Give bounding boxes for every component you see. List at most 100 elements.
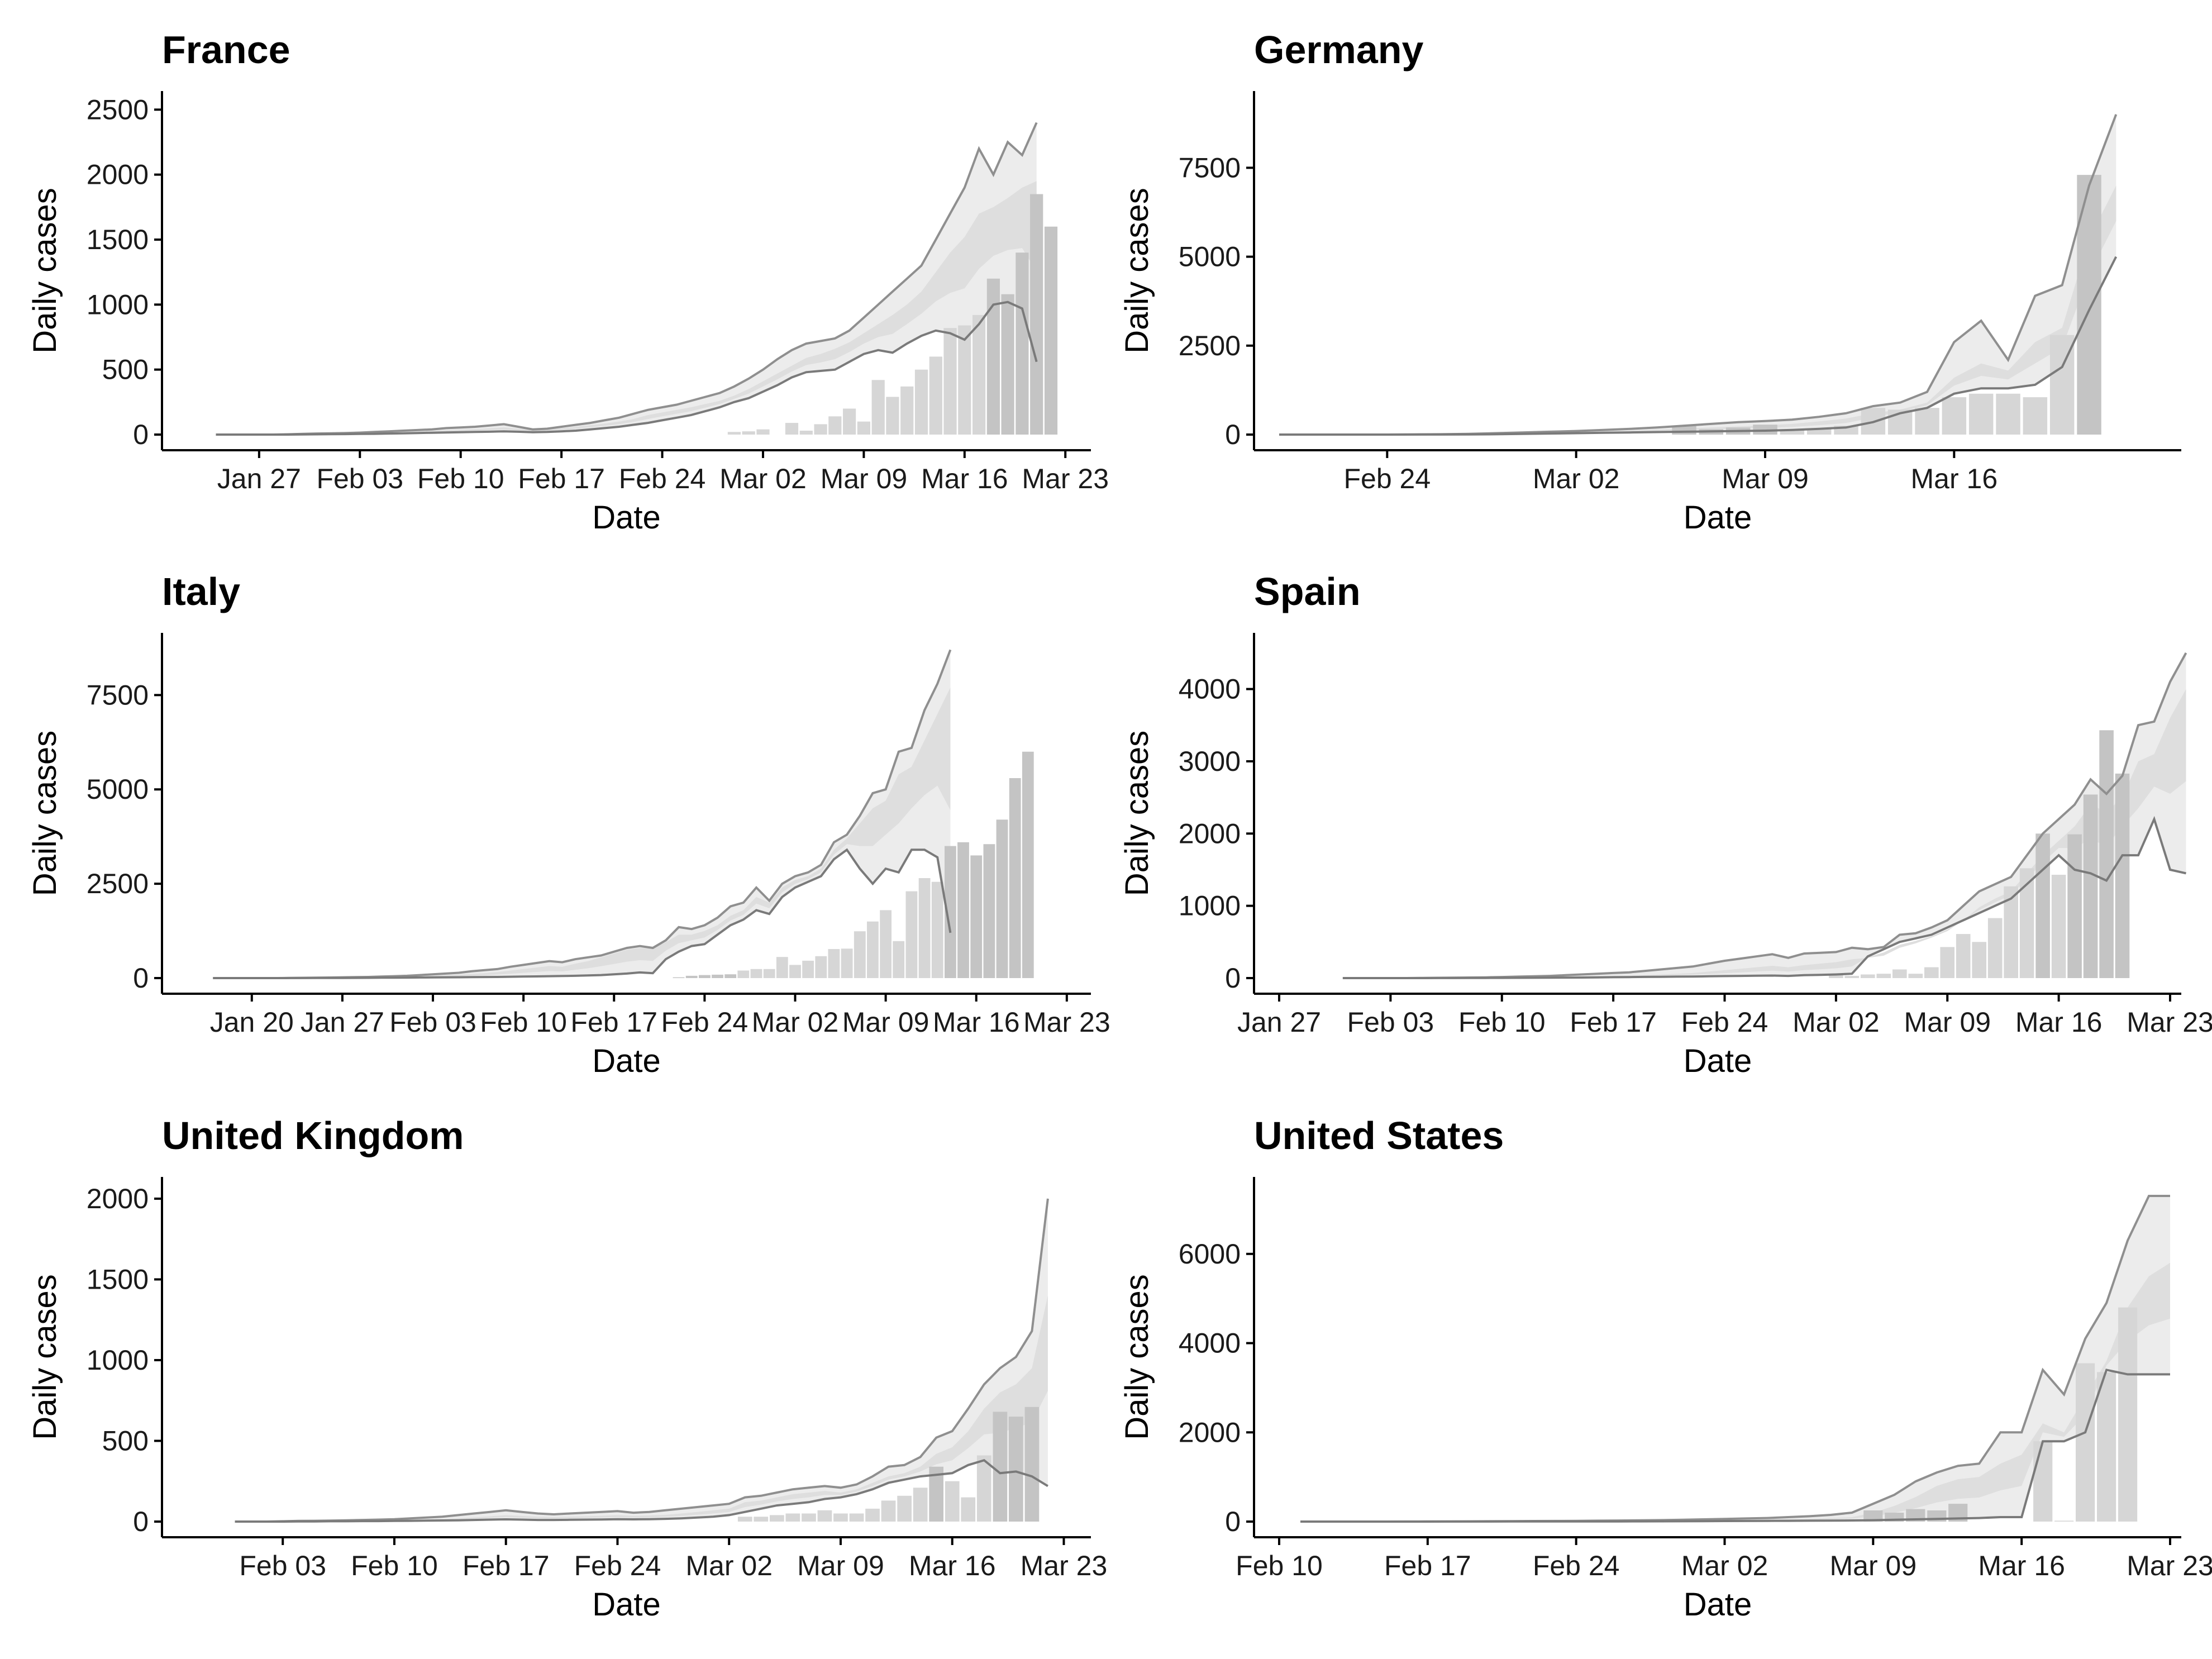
bar xyxy=(897,1495,912,1522)
bar xyxy=(1024,1407,1040,1522)
y-tick-label: 2500 xyxy=(1179,330,1241,361)
bar xyxy=(871,380,885,435)
bar xyxy=(727,432,741,435)
x-tick-label: Mar 23 xyxy=(1022,463,1109,494)
y-tick-label: 6000 xyxy=(1179,1238,1241,1270)
panel-germany: Germany 0 2500 5000 7500 Feb 24 Mar 02 Mar 09 Ma… xyxy=(1119,28,2181,536)
bar xyxy=(983,844,995,978)
bar xyxy=(1844,976,1860,978)
x-tick-label: Mar 09 xyxy=(842,1007,929,1038)
bar xyxy=(914,369,928,435)
band-inner xyxy=(235,1295,1048,1522)
bar xyxy=(754,1517,769,1522)
bar xyxy=(1968,393,1994,435)
y-tick-label: 3000 xyxy=(1179,746,1241,777)
y-tick-label: 5000 xyxy=(87,774,149,805)
x-tick-label: Mar 09 xyxy=(797,1550,884,1581)
panel-title: Spain xyxy=(1254,570,1361,613)
panel-title: Italy xyxy=(162,570,240,613)
bar xyxy=(2019,868,2034,978)
bar xyxy=(918,878,931,978)
panel-france: France 0 500 1000 1500 2000 2500 Jan 27 Feb 03 Fe… xyxy=(27,28,1109,536)
x-tick-label: Mar 02 xyxy=(719,463,807,494)
y-tick-label: 1000 xyxy=(87,1345,149,1376)
bar xyxy=(828,949,840,978)
bar xyxy=(986,278,1000,435)
bar xyxy=(913,1488,928,1522)
y-tick-label: 0 xyxy=(133,962,149,994)
bar xyxy=(931,881,943,978)
bar xyxy=(770,1515,784,1522)
upper-line xyxy=(213,649,952,979)
y-axis-title: Daily cases xyxy=(27,188,63,354)
x-tick-label: Feb 10 xyxy=(480,1007,567,1038)
bar xyxy=(2054,1520,2074,1522)
bar xyxy=(1030,194,1043,435)
bar xyxy=(750,969,762,978)
x-tick-label: Feb 24 xyxy=(661,1007,749,1038)
y-tick-label: 0 xyxy=(1225,419,1241,450)
x-tick-label: Jan 27 xyxy=(217,463,301,494)
x-tick-label: Mar 16 xyxy=(2015,1007,2103,1038)
bar xyxy=(1829,974,1843,978)
y-tick-label: 0 xyxy=(1225,1506,1241,1537)
bar xyxy=(1908,974,1923,978)
y-tick-label: 2000 xyxy=(1179,1417,1241,1448)
x-tick-label: Feb 17 xyxy=(518,463,605,494)
bar xyxy=(1009,778,1021,978)
bar xyxy=(1924,967,1939,978)
bar xyxy=(945,846,956,978)
bar xyxy=(1780,430,1805,435)
band-outer xyxy=(1279,114,2116,435)
x-tick-label: Mar 23 xyxy=(2127,1007,2212,1038)
bar xyxy=(712,974,723,978)
x-tick-label: Mar 23 xyxy=(1023,1007,1110,1038)
x-tick-label: Mar 16 xyxy=(1911,463,1998,494)
band-outer xyxy=(235,1198,1048,1522)
x-tick-label: Mar 02 xyxy=(752,1007,839,1038)
x-tick-label: Mar 09 xyxy=(821,463,908,494)
band-outer xyxy=(213,650,951,978)
panel-title: United Kingdom xyxy=(162,1114,464,1157)
band-outer xyxy=(216,122,1037,435)
x-tick-label: Feb 10 xyxy=(1236,1550,1323,1581)
band-inner xyxy=(216,181,1037,435)
x-axis-title: Date xyxy=(592,499,661,536)
bar xyxy=(685,975,698,978)
bar xyxy=(1892,969,1907,978)
bar xyxy=(1863,1510,1883,1522)
y-tick-label: 7500 xyxy=(87,679,149,711)
x-axis-title: Date xyxy=(592,1586,661,1623)
y-tick-label: 1000 xyxy=(87,289,149,320)
band-outer xyxy=(1342,652,2186,978)
bar xyxy=(2033,1441,2053,1522)
bar xyxy=(970,855,983,978)
bar xyxy=(843,408,856,435)
bar xyxy=(742,431,755,435)
y-tick-label: 0 xyxy=(1225,962,1241,994)
panel-title: France xyxy=(162,28,290,71)
lower-line xyxy=(213,848,952,979)
x-tick-label: Feb 24 xyxy=(1681,1007,1768,1038)
bar xyxy=(929,356,942,435)
y-tick-label: 0 xyxy=(133,419,149,450)
panel-spain: Spain 0 1000 2000 3000 4000 Jan 27 Feb 03 Feb 10… xyxy=(1119,570,2212,1079)
bar xyxy=(737,1517,752,1522)
bar xyxy=(886,397,899,435)
x-tick-label: Feb 03 xyxy=(389,1007,476,1038)
bar xyxy=(2023,397,2048,435)
y-axis-title: Daily cases xyxy=(27,731,63,897)
upper-line xyxy=(235,1198,1049,1523)
bar xyxy=(785,1513,800,1522)
bar xyxy=(776,957,788,978)
bar xyxy=(841,948,853,978)
y-tick-label: 0 xyxy=(133,1506,149,1537)
bar xyxy=(881,1500,896,1522)
x-tick-label: Feb 17 xyxy=(463,1550,550,1581)
bar xyxy=(943,328,957,435)
bar xyxy=(1861,974,1875,978)
bar xyxy=(972,314,986,435)
x-tick-label: Mar 23 xyxy=(2127,1550,2212,1581)
bar xyxy=(1044,226,1058,435)
lower-line xyxy=(235,1458,1048,1523)
